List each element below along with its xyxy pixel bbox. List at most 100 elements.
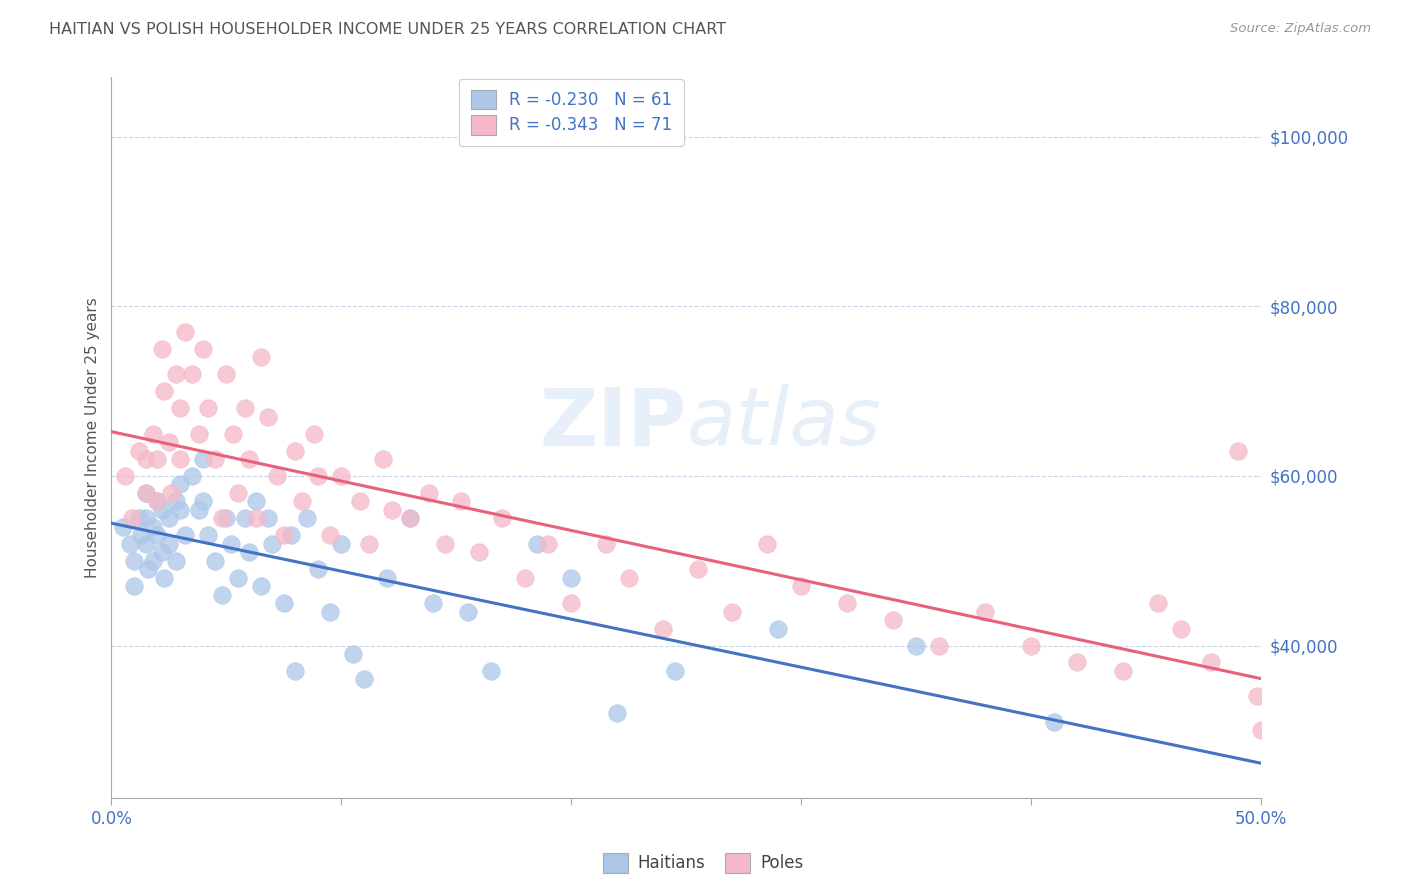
Point <box>153 384 176 399</box>
Point <box>146 494 169 508</box>
Point <box>664 664 686 678</box>
Point <box>450 494 472 508</box>
Point <box>256 511 278 525</box>
Point <box>157 511 180 525</box>
Point <box>974 605 997 619</box>
Point <box>560 596 582 610</box>
Point <box>157 435 180 450</box>
Point <box>357 537 380 551</box>
Point <box>371 452 394 467</box>
Point <box>193 452 215 467</box>
Point <box>262 537 284 551</box>
Point <box>280 528 302 542</box>
Point <box>197 528 219 542</box>
Point <box>121 511 143 525</box>
Point <box>606 706 628 721</box>
Point <box>1112 664 1135 678</box>
Point <box>686 562 709 576</box>
Point <box>136 562 159 576</box>
Point <box>150 503 173 517</box>
Point <box>266 469 288 483</box>
Point <box>238 545 260 559</box>
Point <box>118 537 141 551</box>
Point <box>124 579 146 593</box>
Point <box>399 511 422 525</box>
Point <box>169 452 191 467</box>
Point <box>165 368 187 382</box>
Point <box>219 537 242 551</box>
Point <box>537 537 560 551</box>
Point <box>222 426 245 441</box>
Point <box>617 571 640 585</box>
Point <box>721 605 744 619</box>
Point <box>153 571 176 585</box>
Point <box>187 426 209 441</box>
Y-axis label: Householder Income Under 25 years: Householder Income Under 25 years <box>86 297 100 578</box>
Text: Source: ZipAtlas.com: Source: ZipAtlas.com <box>1230 22 1371 36</box>
Point <box>418 486 440 500</box>
Point <box>1246 690 1268 704</box>
Point <box>135 511 157 525</box>
Point <box>330 537 353 551</box>
Point <box>160 486 183 500</box>
Point <box>226 571 249 585</box>
Point <box>204 452 226 467</box>
Point <box>291 494 314 508</box>
Point <box>150 342 173 356</box>
Point <box>422 596 444 610</box>
Point <box>1021 639 1043 653</box>
Point <box>211 588 233 602</box>
Point <box>211 511 233 525</box>
Point <box>250 579 273 593</box>
Point <box>169 401 191 416</box>
Point <box>204 554 226 568</box>
Point <box>1066 656 1088 670</box>
Point <box>652 622 675 636</box>
Point <box>1199 656 1222 670</box>
Point <box>457 605 479 619</box>
Text: atlas: atlas <box>686 384 882 462</box>
Point <box>330 469 353 483</box>
Point <box>381 503 404 517</box>
Point <box>193 342 215 356</box>
Point <box>526 537 548 551</box>
Point <box>250 350 273 364</box>
Point <box>128 511 150 525</box>
Point <box>560 571 582 585</box>
Point <box>273 528 295 542</box>
Point <box>1043 714 1066 729</box>
Point <box>111 520 134 534</box>
Point <box>238 452 260 467</box>
Point <box>479 664 502 678</box>
Point <box>135 537 157 551</box>
Point <box>146 452 169 467</box>
Point <box>165 494 187 508</box>
Point <box>342 647 364 661</box>
Point <box>142 554 165 568</box>
Point <box>307 562 329 576</box>
Point <box>1170 622 1192 636</box>
Point <box>215 511 238 525</box>
Point <box>399 511 422 525</box>
Point <box>1147 596 1170 610</box>
Point <box>353 673 375 687</box>
Point <box>284 443 307 458</box>
Point <box>491 511 513 525</box>
Point <box>1227 443 1250 458</box>
Point <box>468 545 491 559</box>
Point <box>284 664 307 678</box>
Point <box>135 486 157 500</box>
Point <box>146 528 169 542</box>
Point <box>215 368 238 382</box>
Point <box>180 469 202 483</box>
Point <box>174 528 197 542</box>
Point <box>165 554 187 568</box>
Point <box>790 579 813 593</box>
Point <box>131 528 153 542</box>
Point <box>174 325 197 339</box>
Point <box>755 537 778 551</box>
Point <box>142 520 165 534</box>
Point <box>377 571 399 585</box>
Text: ZIP: ZIP <box>538 384 686 462</box>
Point <box>595 537 617 551</box>
